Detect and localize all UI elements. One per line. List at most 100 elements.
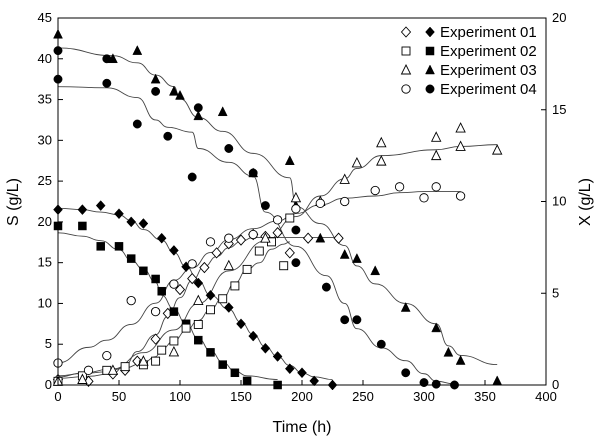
data-point-square-open	[193, 319, 203, 329]
data-point-square-filled	[194, 335, 203, 345]
data-point-triangle-open	[223, 259, 235, 271]
y-left-tick-label: 15	[38, 255, 52, 270]
fit-curve	[57, 47, 498, 366]
data-point-square-filled	[157, 286, 166, 296]
data-point-square-open	[169, 336, 179, 346]
data-point-triangle-filled	[132, 45, 143, 55]
data-point-circle-open	[291, 204, 301, 214]
data-point-circle-filled	[132, 119, 142, 129]
y-axis-left: 0 5 10 15 20 25 30 35 40 45	[38, 10, 63, 392]
data-point-circle-filled	[248, 168, 258, 178]
data-point-triangle-open	[376, 155, 387, 166]
data-point-square-filled	[78, 221, 87, 231]
y-left-tick-label: 25	[38, 173, 52, 188]
data-point-triangle-filled	[339, 248, 350, 259]
x-tick-label: 400	[535, 389, 557, 404]
data-point-circle-open	[315, 198, 325, 208]
fit-curve	[57, 207, 333, 381]
data-points	[52, 28, 503, 391]
data-point-diamond-open	[284, 247, 295, 259]
data-point-diamond-filled	[114, 208, 124, 220]
y-left-tick-label: 40	[38, 51, 52, 66]
data-point-circle-filled	[224, 144, 234, 153]
y-left-tick-label: 0	[45, 377, 52, 392]
data-point-triangle-filled	[217, 106, 228, 117]
legend-label: Experiment 01	[440, 24, 537, 41]
data-point-diamond-open	[272, 227, 283, 239]
data-point-square-open	[157, 345, 167, 355]
data-point-diamond-filled	[284, 363, 295, 375]
data-point-triangle-open	[193, 294, 204, 306]
data-point-diamond-open	[235, 234, 247, 246]
data-point-triangle-open	[455, 140, 466, 151]
data-point-diamond-filled	[297, 367, 307, 379]
data-point-circle-filled	[193, 103, 203, 113]
data-point-triangle-filled	[370, 265, 381, 276]
data-point-circle-filled	[102, 78, 112, 88]
data-point-triangle-open	[339, 173, 350, 184]
data-point-triangle-filled	[455, 354, 466, 365]
data-point-circle-open	[83, 365, 94, 375]
data-point-circle-open	[248, 229, 258, 240]
y-left-tick-label: 30	[38, 132, 52, 147]
data-point-square-filled	[206, 348, 215, 357]
legend-label: Experiment 03	[440, 62, 537, 79]
data-point-diamond-open	[187, 272, 198, 285]
data-point-circle-open	[340, 196, 350, 207]
data-point-square-open	[254, 246, 264, 256]
data-point-triangle-open	[107, 364, 119, 375]
data-point-triangle-filled	[315, 232, 326, 243]
y-right-tick-label: 10	[552, 194, 566, 209]
legend-marker-open	[401, 84, 411, 94]
data-point-diamond-filled	[156, 232, 167, 244]
data-point-square-filled	[151, 274, 160, 284]
data-point-square-filled	[126, 254, 136, 263]
data-point-circle-open	[150, 306, 161, 317]
x-axis-title: Time (h)	[273, 419, 332, 436]
y-right-tick-label: 15	[552, 102, 566, 117]
y-left-tick-label: 45	[38, 10, 52, 25]
x-tick-label: 50	[112, 389, 126, 404]
x-tick-label: 300	[413, 389, 435, 404]
data-point-square-open	[242, 264, 252, 274]
data-point-triangle-filled	[175, 89, 185, 100]
data-point-diamond-filled	[193, 277, 204, 289]
data-point-circle-open	[455, 191, 466, 201]
data-point-diamond-filled	[138, 218, 149, 229]
x-tick-label: 0	[54, 389, 61, 404]
data-point-circle-open	[187, 259, 197, 269]
legend: Experiment 01 Experiment 02 Experiment 03 E…	[400, 24, 537, 98]
data-point-triangle-open	[491, 144, 503, 155]
data-point-square-filled	[230, 368, 240, 378]
data-point-triangle-open	[455, 122, 466, 133]
data-point-square-filled	[218, 360, 227, 369]
data-point-diamond-filled	[272, 351, 283, 362]
data-point-circle-filled	[187, 172, 197, 182]
x-tick-label: 150	[230, 389, 252, 404]
data-point-square-filled	[96, 242, 105, 251]
data-point-diamond-filled	[169, 245, 179, 256]
fit-curve	[57, 144, 498, 378]
data-point-triangle-open	[138, 355, 149, 366]
data-point-diamond-open	[199, 261, 210, 274]
fit-curve	[57, 232, 278, 381]
data-point-triangle-filled	[168, 85, 179, 96]
y-axis-right: 0 5 10 15 20	[541, 10, 566, 392]
y-left-tick-label: 5	[45, 336, 52, 351]
data-point-square-open	[151, 356, 161, 366]
data-point-circle-filled	[401, 368, 411, 378]
data-point-circle-open	[224, 233, 234, 243]
data-point-circle-open	[394, 182, 405, 192]
legend-marker-filled	[425, 64, 435, 75]
data-point-square-filled	[169, 307, 179, 316]
y-right-tick-label: 0	[552, 377, 559, 392]
data-point-diamond-filled	[260, 342, 271, 354]
data-point-square-filled	[114, 242, 124, 251]
data-point-diamond-filled	[95, 200, 106, 211]
data-point-triangle-filled	[431, 322, 442, 333]
fit-curve	[57, 191, 461, 364]
legend-marker-open	[400, 63, 412, 75]
data-point-square-open	[285, 213, 295, 223]
data-point-circle-filled	[291, 258, 301, 268]
data-point-square-open	[206, 305, 215, 315]
